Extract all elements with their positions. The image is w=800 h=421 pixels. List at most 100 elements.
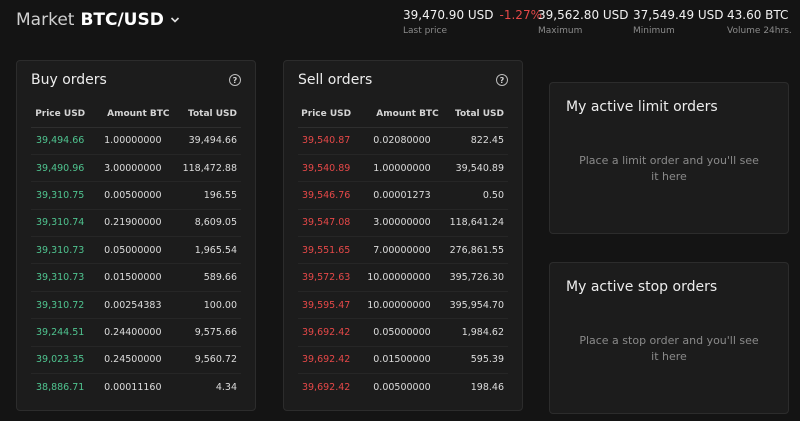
order-price: 39,547.08 [298,209,359,238]
column-header[interactable]: Total USD [442,101,508,128]
stop-orders-title: My active stop orders [566,279,718,295]
buy-orders-table: Price USD Amount BTC Total USD 39,494.66… [31,101,241,401]
buy-order-row[interactable]: 38,886.71 0.00011160 4.34 [31,374,241,401]
order-total: 39,540.89 [442,154,508,183]
order-total: 1,965.54 [173,236,241,265]
order-total: 9,560.72 [173,346,241,375]
buy-orders-panel: Buy orders ? Price USD Amount BTC Total … [16,60,256,411]
order-price: 39,494.66 [31,127,94,155]
order-amount: 0.00500000 [373,381,431,393]
order-total: 0.50 [442,181,508,210]
buy-order-row[interactable]: 39,310.73 0.05000000 1,965.54 [31,236,241,265]
order-price: 39,023.35 [31,346,94,375]
order-amount: 1.00000000 [358,154,443,183]
buy-order-row[interactable]: 39,310.74 0.21900000 8,609.05 [31,209,241,238]
sell-order-row[interactable]: 39,595.47 10.00000000 395,954.70 [298,291,508,320]
last-price-label: Last price [403,26,448,36]
chevron-down-icon [170,17,179,23]
order-amount: 3.00000000 [93,154,174,183]
order-total: 276,861.55 [442,236,508,265]
order-total: 118,472.88 [173,154,241,183]
order-total: 196.55 [173,181,241,210]
order-amount: 0.05000000 [358,318,443,347]
market-selector[interactable]: Market BTC/USD [16,10,180,30]
order-price: 38,886.71 [35,381,85,393]
order-total: 822.45 [442,127,508,155]
order-price: 39,572.63 [298,263,359,292]
order-total: 100.00 [173,291,241,320]
order-total: 1,984.62 [442,318,508,347]
buy-order-row[interactable]: 39,310.72 0.00254383 100.00 [31,291,241,320]
stat-volume: 43.60 BTC Volume 24hrs. [727,8,792,36]
order-price: 39,540.89 [298,154,359,183]
buy-order-row[interactable]: 39,490.96 3.00000000 118,472.88 [31,154,241,183]
order-price: 39,540.87 [298,127,359,155]
order-price: 39,692.42 [298,318,359,347]
column-header[interactable]: Price USD [298,101,359,128]
order-price: 39,551.65 [298,236,359,265]
limit-orders-title: My active limit orders [566,99,718,115]
maximum-label: Maximum [538,26,583,36]
column-header[interactable]: Price USD [31,101,94,128]
column-header[interactable]: Total USD [173,101,241,128]
sell-orders-title: Sell orders [298,72,373,88]
last-price-value: 39,470.90 USD [403,8,494,22]
order-total: 8,609.05 [173,209,241,238]
sell-order-row[interactable]: 39,540.87 0.02080000 822.45 [298,127,508,155]
help-icon[interactable]: ? [229,74,241,86]
order-price: 39,546.76 [298,181,359,210]
order-amount: 0.00011160 [104,381,162,393]
column-header[interactable]: Amount BTC [358,101,443,128]
minimum-value: 37,549.49 USD [633,8,724,22]
order-total: 589.66 [173,263,241,292]
minimum-label: Minimum [633,26,675,36]
sell-order-row[interactable]: 39,572.63 10.00000000 395,726.30 [298,263,508,292]
stat-last-price: 39,470.90 USD -1.27% Last price [403,8,542,36]
buy-order-row[interactable]: 39,310.75 0.00500000 196.55 [31,181,241,210]
order-price: 39,310.75 [31,181,94,210]
help-icon[interactable]: ? [496,74,508,86]
order-amount: 0.01500000 [93,263,174,292]
column-header[interactable]: Amount BTC [93,101,174,128]
limit-orders-empty-message: Place a limit order and you'll see it he… [579,154,759,183]
sell-order-row[interactable]: 39,551.65 7.00000000 276,861.55 [298,236,508,265]
order-amount: 0.00254383 [93,291,174,320]
buy-order-row[interactable]: 39,244.51 0.24400000 9,575.66 [31,318,241,347]
sell-order-row[interactable]: 39,692.42 0.01500000 595.39 [298,346,508,375]
order-price: 39,310.73 [31,236,94,265]
buy-order-row[interactable]: 39,023.35 0.24500000 9,560.72 [31,346,241,375]
order-price: 39,692.42 [298,346,359,375]
buy-order-row[interactable]: 39,310.73 0.01500000 589.66 [31,263,241,292]
buy-orders-title: Buy orders [31,72,107,88]
buy-order-row[interactable]: 39,494.66 1.00000000 39,494.66 [31,127,241,155]
order-amount: 0.21900000 [93,209,174,238]
order-price: 39,490.96 [31,154,94,183]
order-price: 39,595.47 [298,291,359,320]
order-amount: 0.24400000 [93,318,174,347]
volume-label: Volume 24hrs. [727,26,792,36]
stat-minimum: 37,549.49 USD Minimum [633,8,724,36]
order-price: 39,692.42 [301,381,351,393]
volume-value: 43.60 BTC [727,8,789,22]
order-price: 39,310.73 [31,263,94,292]
order-total: 198.46 [470,381,504,393]
order-amount: 0.24500000 [93,346,174,375]
order-amount: 10.00000000 [358,291,443,320]
sell-order-row[interactable]: 39,692.42 0.05000000 1,984.62 [298,318,508,347]
order-price: 39,310.72 [31,291,94,320]
maximum-value: 39,562.80 USD [538,8,629,22]
order-price: 39,244.51 [31,318,94,347]
active-limit-orders-panel: My active limit orders Place a limit ord… [549,82,789,234]
order-amount: 0.01500000 [358,346,443,375]
order-total: 9,575.66 [173,318,241,347]
stat-maximum: 39,562.80 USD Maximum [538,8,629,36]
market-header: Market BTC/USD 39,470.90 USD -1.27% Last … [0,0,800,46]
sell-order-row[interactable]: 39,546.76 0.00001273 0.50 [298,181,508,210]
order-total: 395,954.70 [442,291,508,320]
market-pair: BTC/USD [80,10,164,30]
sell-order-row[interactable]: 39,540.89 1.00000000 39,540.89 [298,154,508,183]
sell-order-row[interactable]: 39,692.42 0.00500000 198.46 [298,374,508,401]
order-total: 4.34 [215,381,237,393]
sell-order-row[interactable]: 39,547.08 3.00000000 118,641.24 [298,209,508,238]
order-total: 118,641.24 [442,209,508,238]
